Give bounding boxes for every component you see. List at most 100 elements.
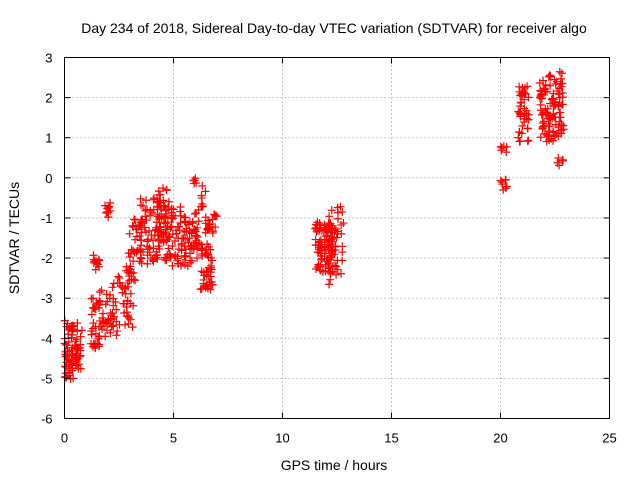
data-point (91, 305, 100, 314)
data-point (546, 81, 555, 90)
data-point (165, 249, 174, 258)
data-point (205, 220, 214, 229)
data-point (167, 213, 176, 222)
data-point (536, 133, 545, 142)
data-point (135, 231, 144, 240)
x-axis-label: GPS time / hours (281, 457, 388, 473)
data-point (61, 347, 70, 356)
data-point (541, 87, 550, 96)
data-point (87, 310, 96, 319)
data-point (198, 202, 207, 211)
data-point (149, 236, 158, 245)
data-point (554, 123, 563, 132)
data-point (537, 110, 546, 119)
data-point (103, 297, 112, 306)
data-point (97, 286, 106, 295)
data-point (96, 297, 105, 306)
data-point (129, 268, 138, 277)
data-point (326, 224, 335, 233)
data-point (205, 219, 214, 228)
data-point (180, 251, 189, 260)
data-point (325, 212, 334, 221)
data-point (321, 246, 330, 255)
data-point (314, 248, 323, 257)
data-point (61, 362, 70, 371)
data-point (517, 129, 526, 138)
data-point (134, 221, 143, 230)
data-point (317, 255, 326, 264)
data-point (535, 93, 544, 102)
data-point (152, 218, 161, 227)
data-point (155, 213, 164, 222)
data-point (73, 319, 82, 328)
data-point (181, 260, 190, 269)
data-point (551, 79, 560, 88)
y-tick-label: -4 (41, 331, 53, 346)
data-point (136, 201, 145, 210)
data-point (211, 223, 220, 232)
data-point (89, 251, 98, 260)
data-point (170, 250, 179, 259)
data-point (545, 122, 554, 131)
data-point (311, 241, 320, 250)
data-point (76, 364, 85, 373)
data-point (194, 217, 203, 226)
data-point (197, 191, 206, 200)
data-point (142, 205, 151, 214)
data-point (496, 142, 505, 151)
data-point (121, 284, 130, 293)
data-point (551, 98, 560, 107)
data-point (68, 351, 77, 360)
data-point (149, 195, 158, 204)
data-point (324, 280, 333, 289)
data-point (122, 308, 131, 317)
data-point (206, 268, 215, 277)
data-point (98, 313, 107, 322)
data-point (146, 206, 155, 215)
data-point (114, 272, 123, 281)
data-point (166, 223, 175, 232)
data-point (143, 251, 152, 260)
data-point (109, 322, 118, 331)
data-point (98, 324, 107, 333)
data-point (135, 245, 144, 254)
data-point (498, 143, 507, 152)
data-point (201, 249, 210, 257)
y-tick-label: 3 (45, 51, 52, 66)
data-point (553, 87, 562, 96)
data-point (105, 202, 114, 211)
data-point (328, 237, 337, 246)
plot-frame (64, 57, 610, 419)
data-point (199, 279, 208, 288)
data-point (326, 275, 335, 284)
data-point (92, 258, 101, 267)
data-point (545, 71, 554, 80)
data-point (159, 238, 168, 247)
data-point (68, 327, 77, 336)
data-point (95, 287, 104, 296)
data-point (181, 234, 190, 243)
data-point (524, 136, 533, 145)
data-point (161, 211, 170, 220)
data-point (190, 225, 199, 234)
data-point (544, 131, 553, 140)
data-point (154, 198, 163, 207)
y-tick-label: -2 (41, 251, 53, 266)
data-point (557, 69, 566, 78)
data-point (127, 275, 136, 284)
data-point (536, 92, 545, 101)
data-point (137, 236, 146, 245)
data-point (337, 269, 346, 278)
data-point (315, 237, 324, 246)
data-point (203, 224, 212, 233)
data-point (520, 109, 529, 118)
data-point (147, 231, 156, 240)
data-point (327, 206, 336, 215)
data-point (124, 266, 133, 275)
data-point (212, 212, 221, 221)
data-point (514, 133, 523, 142)
data-points (60, 67, 568, 383)
data-point (102, 208, 111, 217)
data-point (555, 108, 564, 117)
x-tick-label: 20 (493, 431, 507, 446)
